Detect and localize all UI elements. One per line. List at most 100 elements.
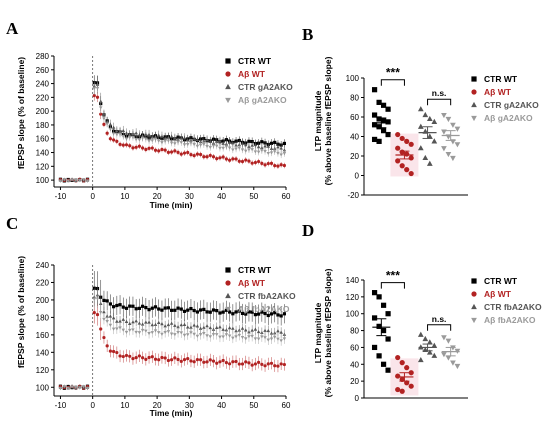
data-point [208,139,213,144]
data-point [202,142,206,147]
data-point [282,362,286,367]
data-point [95,95,100,99]
data-point [115,303,119,308]
data-point [137,138,142,142]
data-point [395,131,401,138]
legend-marker-1 [225,71,231,77]
data-point [105,131,109,135]
data-point [189,331,193,335]
data-point [250,328,254,332]
data-point [195,358,199,362]
data-point [422,335,429,342]
data-point [108,127,113,132]
data-point [134,138,138,142]
data-point [92,297,97,302]
data-point [247,139,251,143]
y-tick-label: 160 [36,135,50,144]
data-point [263,364,267,368]
data-point [124,353,129,358]
data-point [214,333,219,337]
data-point [228,158,232,162]
x-tick-label: 50 [249,401,258,410]
data-point [144,329,148,333]
legend-marker-0 [471,278,477,284]
data-point [166,358,170,363]
data-point [124,143,129,147]
x-tick-label: 0 [90,192,95,201]
data-point [205,144,209,149]
data-point [266,362,270,366]
x-tick-label: 10 [120,401,129,410]
data-point [95,86,100,91]
data-point [179,152,183,156]
data-point [166,150,170,154]
data-point [70,385,74,389]
data-point [179,359,183,363]
data-point [192,153,196,158]
data-point [380,302,387,308]
data-point [128,304,132,308]
data-point [253,362,257,366]
data-point [454,363,461,370]
data-point [78,179,82,183]
y-tick-label: 60 [350,113,359,122]
data-point [108,137,112,141]
data-point [118,303,122,307]
data-point [153,329,158,333]
data-point [163,356,167,360]
data-point [173,136,177,140]
data-point [376,116,382,122]
data-point [276,145,280,149]
x-tick-label: 60 [282,401,291,410]
data-point [195,310,199,314]
panel-b-legend: CTR WT Aβ WT CTR gA2AKO Aβ gA2AKO [471,74,539,123]
data-point [179,141,184,145]
x-tick-label: 10 [120,192,129,201]
x-tick-label: 20 [153,192,162,201]
data-point [144,305,148,310]
series-3 [58,81,287,183]
data-point [150,306,154,310]
data-point [276,164,280,168]
data-point [376,294,382,300]
y-tick-label: 60 [350,343,359,352]
data-point [160,308,164,312]
data-point [234,310,238,314]
data-point [266,313,270,318]
data-point [121,328,126,332]
data-point [137,321,142,325]
data-point [269,331,274,335]
data-point [105,299,109,303]
data-point [163,148,167,152]
data-point [227,140,232,144]
data-point [66,386,70,391]
significance-bracket [380,282,405,289]
legend-marker-1 [471,89,477,95]
data-point [115,133,119,137]
y-tick-label: 80 [350,94,359,103]
data-point [141,356,145,360]
y-tick-label: 200 [36,296,50,305]
data-point [208,153,212,158]
data-point [169,321,174,325]
data-point [228,362,232,366]
data-point [115,319,119,323]
data-point [441,146,447,152]
data-point [173,356,177,360]
data-point [231,336,235,340]
data-point [408,383,414,389]
data-point [273,164,277,168]
data-point [186,150,190,155]
data-point [134,145,138,149]
data-point [156,139,161,143]
data-point [211,155,216,159]
data-point [371,87,378,93]
data-point [192,323,196,327]
data-point [422,111,429,118]
y-tick-label: 40 [350,360,359,369]
legend-marker-3 [471,317,477,324]
data-point [417,145,424,151]
data-point [144,357,148,361]
significance-label: *** [386,269,400,283]
x-tick-label: 30 [185,401,194,410]
